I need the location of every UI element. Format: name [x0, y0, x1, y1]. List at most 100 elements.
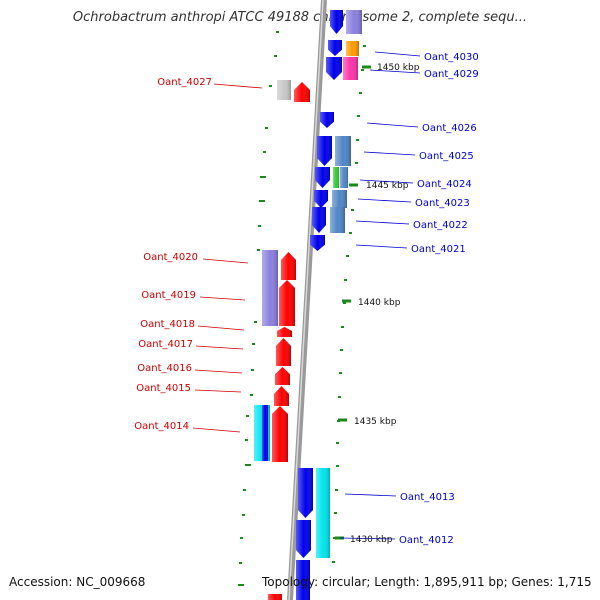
accession-label: Accession: NC_009668	[9, 575, 146, 589]
gene-leader	[194, 369, 243, 374]
gene-block-forward-shade	[296, 520, 311, 558]
gene-block-reverse-shade	[274, 386, 289, 406]
gene-leader	[355, 220, 410, 225]
minor-tick	[260, 176, 266, 178]
gene-leader	[195, 345, 244, 350]
gene-leader	[369, 69, 421, 74]
minor-tick	[246, 415, 249, 417]
gene-block-reverse-shade	[268, 594, 282, 600]
gene-label-oant-4022: Oant_4022	[413, 220, 468, 231]
topology-summary: Topology: circular; Length: 1,895,911 bp…	[262, 575, 592, 589]
gene-leader	[339, 537, 396, 540]
gene-block-reverse-shade	[276, 338, 291, 366]
gene-label-oant-4019: Oant_4019	[141, 290, 196, 301]
minor-tick	[343, 302, 346, 304]
minor-tick	[341, 326, 344, 328]
gene-label-oant-4017: Oant_4017	[138, 339, 193, 350]
minor-tick	[359, 92, 362, 94]
gene-block-reverse-shade	[279, 280, 295, 326]
gene-leader	[197, 325, 245, 331]
gene-block-forward-shade	[315, 167, 330, 188]
minor-tick	[257, 249, 260, 251]
gene-block-forward-shade	[320, 112, 334, 128]
gene-block-forward-shade	[298, 468, 313, 518]
gene-label-oant-4026: Oant_4026	[422, 123, 477, 134]
minor-tick	[245, 439, 248, 441]
gene-leader	[202, 258, 249, 264]
chromosome-backbone	[287, 0, 327, 600]
minor-tick	[361, 69, 364, 71]
scale-label: 1440 kbp	[358, 298, 401, 308]
gene-block-reverse-shade	[272, 406, 288, 462]
minor-tick	[338, 396, 341, 398]
scale-label: 1435 kbp	[354, 417, 397, 427]
gene-leader	[194, 389, 242, 393]
gene-label-oant-4021: Oant_4021	[411, 244, 466, 255]
gene-block-forward-shade	[314, 190, 328, 208]
gene-block-forward-shade	[296, 560, 310, 600]
minor-tick	[243, 489, 246, 491]
minor-tick	[265, 127, 268, 129]
minor-tick	[339, 372, 342, 374]
minor-tick	[349, 232, 352, 234]
gene-block-reverse-shade	[294, 82, 310, 102]
gene-label-oant-4014: Oant_4014	[134, 421, 189, 432]
gene-block-reverse-shade	[262, 405, 268, 461]
gene-block-forward-shade	[335, 136, 351, 166]
gene-block-reverse-shade	[262, 250, 278, 326]
gene-block-forward-shade	[332, 190, 347, 208]
gene-block-forward-shade	[328, 40, 342, 56]
minor-tick	[335, 489, 338, 491]
minor-tick	[346, 255, 349, 257]
gene-label-oant-4029: Oant_4029	[424, 69, 479, 80]
gene-leader	[344, 493, 397, 497]
minor-tick	[259, 200, 265, 202]
minor-tick	[351, 209, 354, 211]
minor-tick	[274, 55, 277, 57]
gene-block-forward-shade	[333, 167, 339, 188]
gene-block-reverse-shade	[277, 327, 292, 337]
gene-block-forward-shade	[310, 235, 325, 251]
minor-tick	[356, 139, 359, 141]
minor-tick	[336, 442, 339, 444]
minor-tick	[340, 349, 343, 351]
minor-tick	[239, 562, 242, 564]
major-tick	[342, 299, 351, 303]
major-tick	[362, 65, 371, 69]
gene-block-forward-shade	[330, 207, 345, 233]
gene-leader	[357, 198, 412, 203]
gene-label-oant-4018: Oant_4018	[140, 319, 195, 330]
minor-tick	[242, 514, 245, 516]
gene-leader	[192, 427, 241, 433]
scale-label: 1445 kbp	[366, 181, 409, 191]
gene-block-forward-shade	[340, 167, 348, 188]
minor-tick	[357, 115, 360, 117]
minor-tick	[251, 369, 254, 371]
gene-label-oant-4016: Oant_4016	[137, 363, 192, 374]
gene-label-oant-4025: Oant_4025	[419, 151, 474, 162]
gene-leader	[213, 83, 263, 89]
minor-tick	[240, 537, 243, 539]
minor-tick	[254, 321, 257, 323]
major-tick	[338, 418, 347, 422]
gene-label-oant-4027: Oant_4027	[157, 77, 212, 88]
gene-block-forward-shade	[343, 57, 358, 80]
gene-leader	[355, 244, 408, 249]
minor-tick	[332, 561, 335, 563]
minor-tick	[245, 464, 251, 466]
minor-tick	[333, 537, 336, 539]
minor-tick	[250, 394, 253, 396]
minor-tick	[263, 151, 266, 153]
minor-tick	[276, 31, 279, 33]
major-tick	[335, 536, 344, 540]
minor-tick	[238, 584, 244, 586]
gene-label-oant-4020: Oant_4020	[143, 252, 198, 263]
minor-tick	[344, 279, 347, 281]
scale-label: 1450 kbp	[377, 63, 420, 73]
gene-block-forward-shade	[312, 207, 326, 233]
scale-label: 1430 kbp	[350, 535, 393, 545]
gene-block-reverse-shade	[281, 252, 296, 280]
major-tick	[349, 183, 358, 187]
minor-tick	[258, 225, 261, 227]
gene-block-forward-shade	[326, 57, 342, 80]
